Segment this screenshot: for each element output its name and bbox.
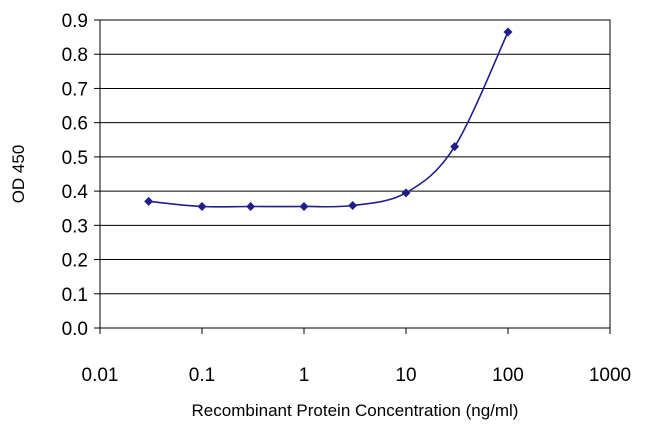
x-tick-labels: 0.01 0.1 1 10 100 1000	[82, 365, 632, 386]
fit-curve	[148, 31, 509, 208]
x-tick-label: 100	[492, 365, 524, 386]
x-tick-label: 0.01	[82, 365, 119, 386]
data-point	[246, 202, 256, 212]
data-point	[197, 202, 207, 212]
data-point	[144, 196, 154, 206]
y-tick-label: 0.9	[62, 11, 88, 32]
plot-area	[99, 19, 611, 329]
y-tick-label: 0.3	[62, 216, 88, 237]
grid-lines	[100, 19, 610, 329]
y-tick-label: 0.2	[62, 251, 88, 272]
y-tick-label: 0.4	[62, 182, 89, 203]
x-tick-label: 0.1	[189, 365, 215, 386]
data-point	[348, 200, 358, 210]
x-tick-label: 1	[299, 365, 310, 386]
x-tick-label: 10	[395, 365, 416, 386]
y-tick-label: 0.6	[62, 114, 88, 135]
y-tick-labels: 0.0 0.1 0.2 0.3 0.4 0.5 0.6 0.7 0.8 0.9	[62, 11, 89, 340]
x-tick-label: 1000	[589, 365, 631, 386]
data-point	[401, 188, 411, 198]
y-tick-label: 0.1	[62, 285, 88, 306]
y-tick-label: 0.7	[62, 79, 88, 100]
x-axis-title: Recombinant Protein Concentration (ng/ml…	[192, 401, 519, 420]
axes	[94, 19, 611, 334]
y-tick-label: 0.0	[62, 319, 88, 340]
y-axis-title: OD 450	[9, 145, 28, 204]
data-points	[144, 27, 513, 212]
data-point	[450, 142, 460, 152]
y-tick-label: 0.8	[62, 45, 88, 66]
y-tick-label: 0.5	[62, 148, 88, 169]
data-point	[503, 27, 513, 37]
data-point	[299, 202, 309, 212]
